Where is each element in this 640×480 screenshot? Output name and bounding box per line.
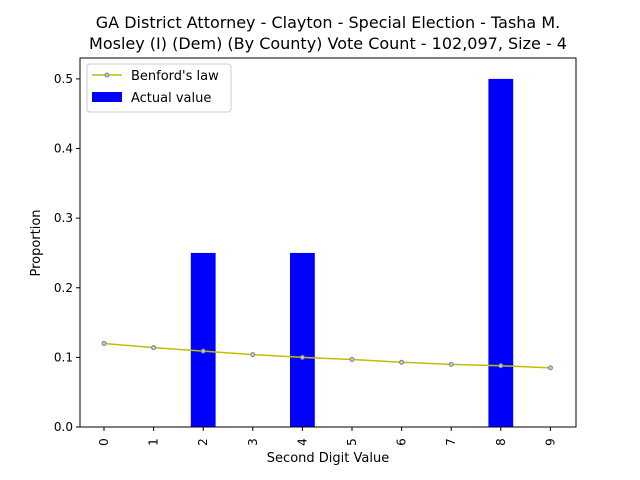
x-tick-label-1: 1 [147,438,161,446]
y-axis-ticks: 0.0 0.1 0.2 0.3 0.4 0.5 [54,72,80,434]
legend-label-actual: Actual value [131,91,211,106]
y-tick-label-0.3: 0.3 [54,211,73,225]
benford-point-8 [498,363,504,369]
legend-box [86,63,232,113]
axes-frame [79,57,577,428]
benford-point-5 [349,356,355,362]
benford-point-6 [399,359,405,365]
bar-digit-8 [488,78,514,428]
benford-line [103,342,551,369]
benford-point-2 [200,348,206,354]
bar-digit-2 [190,252,216,427]
benford-point-3 [250,352,256,358]
x-tick-label-9: 9 [543,438,557,446]
x-tick-label-0: 0 [97,438,111,446]
x-tick-label-8: 8 [494,438,508,446]
legend-line-marker [104,72,110,78]
x-tick-label-2: 2 [196,438,210,446]
y-axis-label: Proportion [29,209,44,276]
x-tick-label-7: 7 [444,438,458,446]
x-tick-label-5: 5 [345,438,359,446]
legend-bar-swatch [92,92,122,102]
benford-point-4 [299,354,305,360]
bar-digit-4 [290,252,315,427]
y-tick-label-0.4: 0.4 [54,142,73,156]
benford-point-1 [151,345,157,351]
x-axis-ticks: 0 1 2 3 4 5 6 7 8 9 [97,427,557,446]
benford-point-0 [101,340,107,346]
y-tick-label-0.5: 0.5 [54,72,73,86]
legend: Benford's law Actual value [86,63,232,113]
x-axis-label: Second Digit Value [267,451,389,466]
benford-point-9 [547,365,553,371]
x-tick-label-3: 3 [246,438,260,446]
chart-title-line-2: Mosley (I) (Dem) (By County) Vote Count … [89,34,567,53]
benford-point-7 [448,361,454,367]
chart-title-line-1: GA District Attorney - Clayton - Special… [96,13,560,32]
y-tick-label-0.0: 0.0 [54,420,73,434]
y-tick-label-0.1: 0.1 [54,350,73,364]
plot-area [101,78,553,428]
x-tick-label-6: 6 [395,438,409,446]
legend-label-benford: Benford's law [131,69,219,84]
y-tick-label-0.2: 0.2 [54,281,73,295]
x-tick-label-4: 4 [295,438,309,446]
